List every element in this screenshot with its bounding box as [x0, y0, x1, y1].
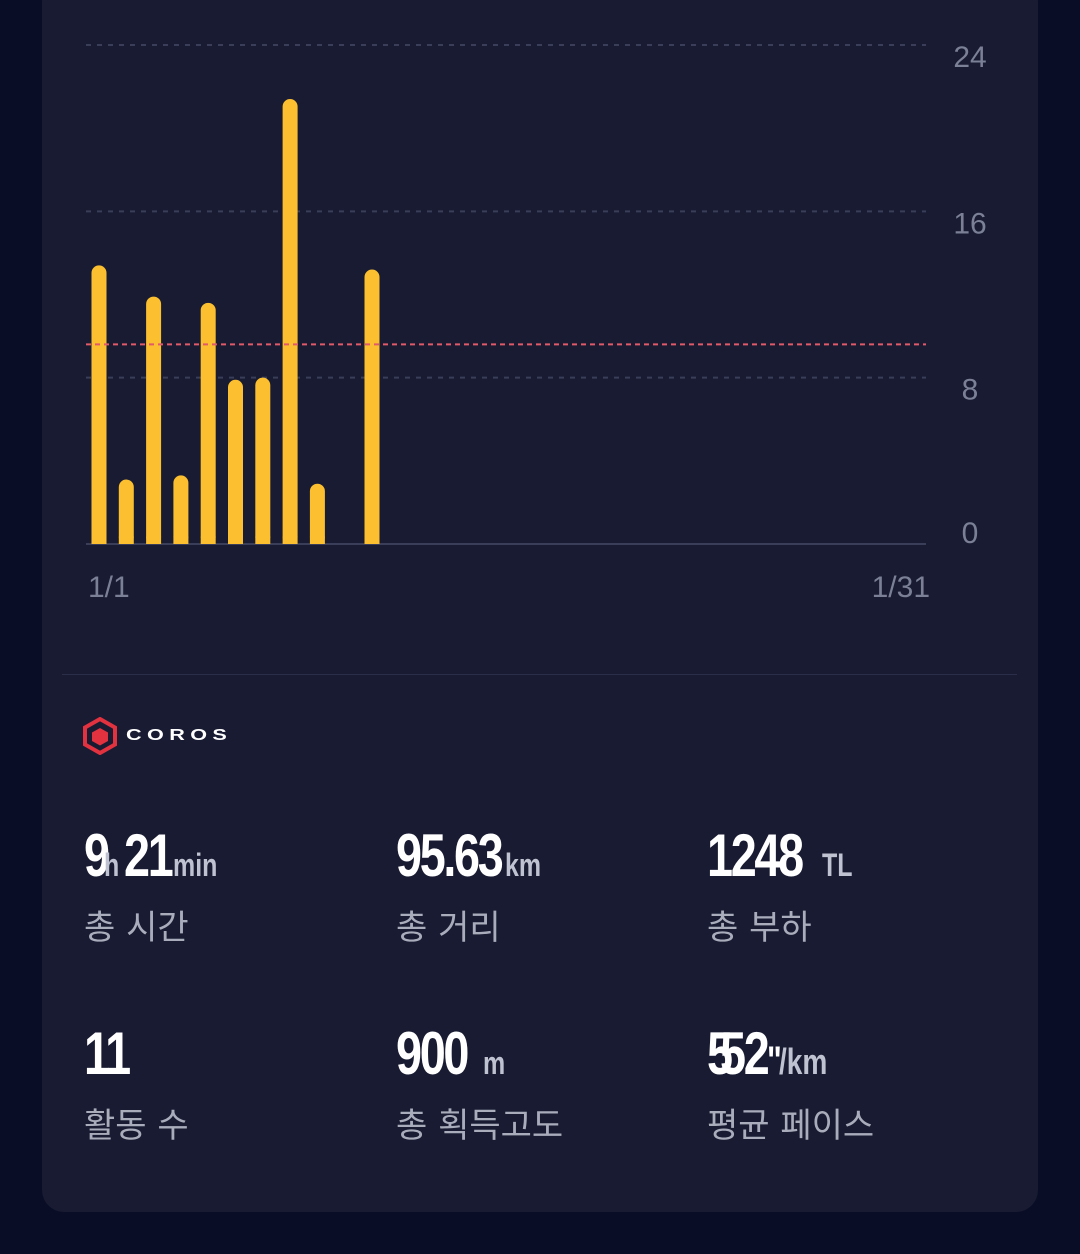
- chart-bar-base-day-6: [228, 536, 243, 544]
- chart-bar-day-8: [282, 99, 298, 544]
- section-divider: [62, 674, 1017, 675]
- chart-bar-day-1: [91, 265, 107, 544]
- stat-total-ascent: 900 m 총 획득고도: [396, 1024, 696, 1147]
- y-tick-label-24: 24: [953, 41, 986, 74]
- total-time-h-unit: h: [104, 847, 120, 883]
- avg-pace-unit: /km: [778, 1041, 828, 1082]
- chart-bar-base-day-1: [91, 536, 107, 544]
- total-distance-unit: km: [505, 847, 542, 883]
- stat-activity-count: 11 활동 수: [84, 1024, 384, 1147]
- chart-bar-base-day-7: [255, 536, 271, 544]
- x-end-label: 1/31: [872, 571, 930, 604]
- chart-bar-day-5: [200, 302, 216, 544]
- activity-count-label: 활동 수: [84, 1106, 189, 1146]
- monthly-summary-card: [42, 0, 1038, 1212]
- chart-bar-day-3: [146, 296, 162, 544]
- y-tick-label-0: 0: [962, 517, 979, 550]
- chart-bar-day-6: [228, 379, 243, 544]
- avg-pace-seconds: 52: [719, 1020, 770, 1087]
- total-time-label: 총 시간: [84, 908, 189, 948]
- coros-brand: COROS: [82, 716, 227, 756]
- training-time-bar-chart: 0 8 16 24 1/1 1/31: [86, 41, 987, 604]
- chart-bar-base-day-8: [282, 536, 298, 544]
- avg-pace-label: 평균 페이스: [707, 1106, 875, 1146]
- avg-pace-minutes: 5: [707, 1020, 733, 1087]
- chart-bar-base-day-5: [200, 536, 216, 544]
- chart-bar-day-9: [309, 483, 325, 544]
- x-start-label: 1/1: [88, 571, 130, 604]
- total-ascent-unit: m: [483, 1045, 506, 1081]
- total-load-value: 1248: [707, 822, 804, 889]
- chart-bar-day-2: [118, 479, 134, 544]
- stat-total-distance: 95.63 km 총 거리: [396, 826, 696, 949]
- stat-total-time: 9 h 21 min 총 시간: [84, 826, 384, 949]
- total-ascent-value: 900: [396, 1020, 469, 1087]
- total-distance-label: 총 거리: [396, 908, 501, 948]
- chart-bar-base-day-2: [118, 536, 134, 544]
- total-distance-value: 95.63: [396, 822, 504, 889]
- chart-bar-base-day-11: [364, 536, 380, 544]
- total-load-unit: TL: [822, 847, 853, 883]
- chart-bar-base-day-4: [173, 536, 189, 544]
- total-time-min-unit: min: [172, 847, 218, 883]
- chart-y-ticks: 0 8 16 24: [953, 41, 986, 550]
- avg-pace-minute-mark: ': [723, 1039, 730, 1083]
- chart-gridlines: [86, 44, 926, 545]
- total-load-label: 총 부하: [707, 908, 812, 948]
- y-tick-label-16: 16: [953, 207, 986, 240]
- chart-bar-base-day-9: [309, 536, 325, 544]
- avg-pace-second-mark: ": [766, 1039, 782, 1083]
- total-ascent-label: 총 획득고도: [396, 1106, 564, 1146]
- chart-bar-day-4: [173, 475, 189, 544]
- activity-count-value: 11: [84, 1020, 131, 1087]
- coros-logo-icon: [83, 717, 117, 755]
- coros-wordmark: COROS: [126, 727, 233, 744]
- total-time-minutes: 21: [123, 822, 174, 889]
- chart-bars: [91, 99, 380, 544]
- chart-bar-base-day-3: [146, 536, 162, 544]
- stat-avg-pace: 5 ' 52 " /km 평균 페이스: [707, 1024, 1007, 1147]
- chart-bar-day-11: [364, 269, 380, 544]
- y-tick-label-8: 8: [962, 374, 979, 407]
- total-time-hours: 9: [84, 822, 110, 889]
- chart-bar-day-7: [255, 377, 271, 544]
- stat-total-load: 1248 TL 총 부하: [707, 826, 1007, 949]
